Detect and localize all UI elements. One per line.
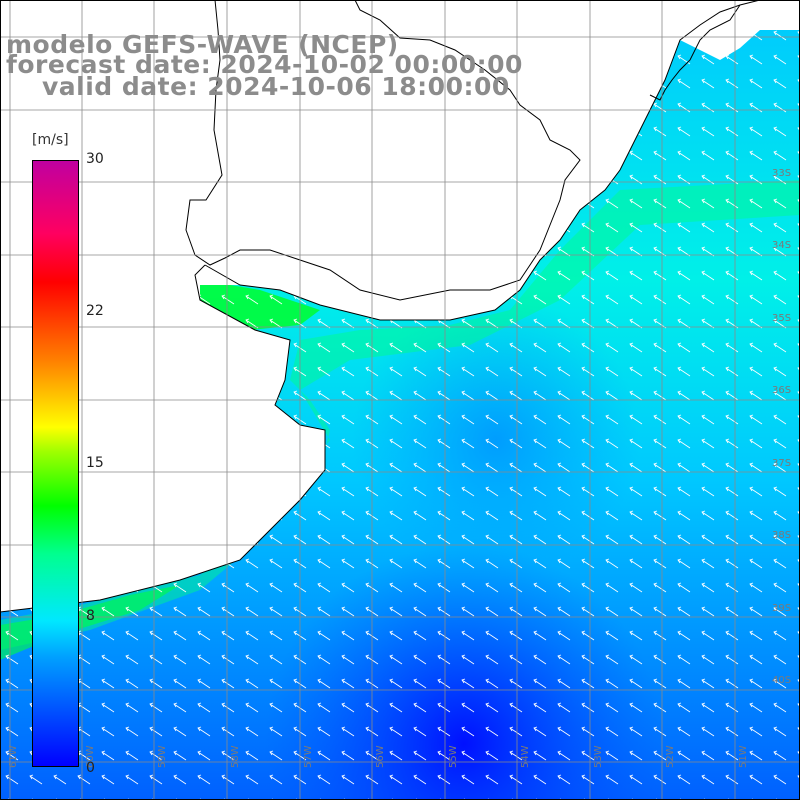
colorbar-tick: 8 [86,608,95,624]
lon-label: 51W [738,745,749,768]
lat-label: 39S [772,603,792,614]
colorbar-tick: 0 [86,760,95,776]
lon-label: 61W [8,745,19,768]
colorbar-tick: 30 [86,151,104,167]
colorbar-tick: 22 [86,303,104,319]
lon-label: 55W [448,745,459,768]
land-areas [0,0,800,612]
lat-label: 33S [772,168,792,179]
lon-label: 56W [375,745,386,768]
lat-label: 35S [772,313,792,324]
lat-label: 37S [772,458,792,469]
lat-label: 36S [772,385,792,396]
coastline [0,0,761,613]
lon-label: 53W [593,745,604,768]
lon-label: 57W [303,745,314,768]
lat-label: 38S [772,530,792,541]
colorbar [32,160,79,767]
lat-label: 40S [772,675,792,686]
forecast-date: forecast date: 2024-10-02 00:00:00 [6,50,523,79]
colorbar-tick: 15 [86,455,104,471]
model-title: modelo GEFS-WAVE (NCEP) [6,30,399,59]
lon-label: 58W [230,745,241,768]
colorbar-unit: [m/s] [32,132,69,148]
lat-label: 34S [772,240,792,251]
lon-label: 52W [665,745,676,768]
valid-date: valid date: 2024-10-06 18:00:00 [42,72,510,101]
lon-label: 59W [157,745,168,768]
lon-label: 54W [520,745,531,768]
